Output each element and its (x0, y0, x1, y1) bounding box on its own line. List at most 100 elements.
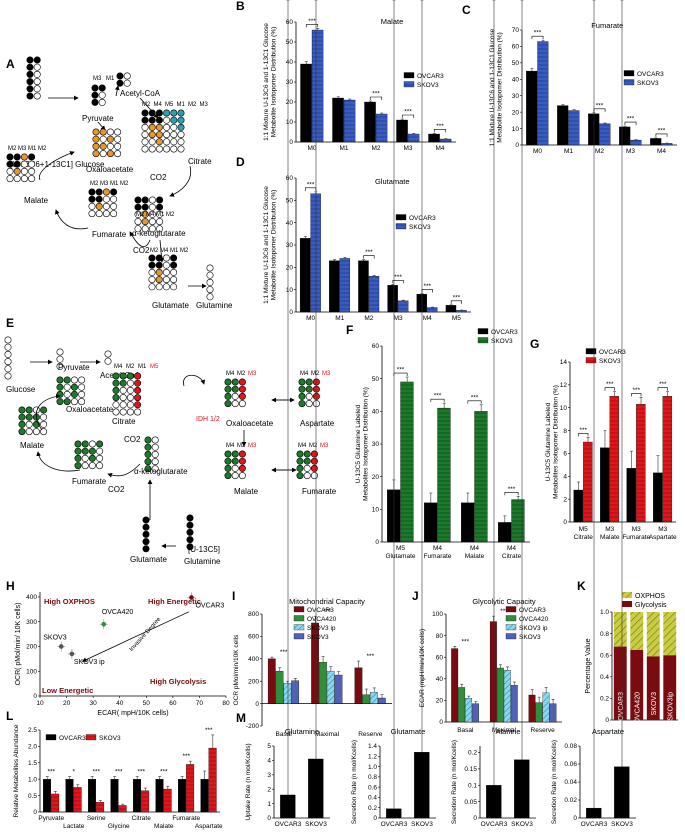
y-tick-label: 0 (289, 139, 293, 146)
x-tick-label: Aspartate (195, 823, 223, 830)
co2-label-e2: CO2 (108, 485, 125, 494)
carbon-atom (238, 464, 246, 472)
y-tick-label: 80 (436, 633, 444, 640)
bar (526, 70, 538, 146)
glutamate-iso-labels: M2 M4 M1 M2 (150, 248, 189, 254)
pyruvate-carbons (91, 84, 106, 106)
carbon-atom (26, 78, 34, 86)
carbon-atom (162, 268, 170, 276)
bar (311, 29, 324, 143)
fumarate2-label-e: Fumarate (302, 487, 337, 496)
y-axis-label: 1:1 Mixture U-13C6 and 1-13C1 Glucose (263, 186, 270, 304)
y-tick-label: 50 (372, 376, 380, 383)
bar (110, 779, 119, 813)
carbon-atom (119, 386, 127, 394)
carbon-atom (155, 283, 163, 291)
legend-label: OVCAR3 (417, 73, 444, 80)
y-tick-label: 0 (439, 719, 443, 726)
malate-carbons (6, 153, 36, 183)
fumarate-iso-labels: M2 M3 M1 M2 (90, 181, 129, 187)
bar (586, 807, 602, 819)
chart-k-percentage: 0 0.2 0.4 0.6 0.8 1.0 Percentage Value OVCAR3 OV… (585, 592, 678, 724)
significance-mark: * (72, 769, 75, 776)
isotopomer-label: M2 (309, 443, 318, 449)
akg-iso: M2 M4 M1 M2 (136, 212, 175, 218)
x-tick-label: Malate (154, 823, 174, 830)
carbon-atom (303, 457, 311, 465)
legend-label: SKOV3 (491, 338, 513, 345)
carbon-atom (119, 408, 127, 416)
y-tick-label: 30 (286, 242, 294, 249)
chart-title: Malate (381, 17, 404, 26)
carbon-atom (104, 350, 112, 358)
y-tick-label: 0 (289, 309, 293, 316)
significance-mark: *** (632, 387, 640, 394)
carbon-atom (56, 355, 64, 363)
x-tick-label: 50 (143, 700, 151, 707)
carbon-atom (99, 142, 107, 150)
carbon-atom (119, 379, 127, 387)
significance-mark: *** (372, 91, 380, 98)
carbon-atom (6, 167, 14, 175)
x-tick-label: M5 (396, 545, 405, 552)
aspartate-carbons-e (298, 378, 320, 408)
legend-swatch (293, 606, 305, 613)
chart-m-glutamate: 0 0.2 0.4 0.6 0.8 1.0 1.2 1.4 Secretion Rate (n … (351, 0, 436, 828)
malate-iso-labels: M2 M3 M1 M2 (8, 146, 47, 152)
x-tick-label: M3 (658, 526, 667, 533)
carbon-atom (148, 254, 156, 262)
significance-bracket (369, 96, 383, 100)
legend-label: SKOV3 (307, 634, 329, 641)
isotopomer-label: M4 (114, 364, 123, 370)
bar (510, 685, 518, 723)
arrow (54, 209, 89, 230)
bar (614, 766, 630, 819)
x-tick-label: M2 (371, 145, 380, 152)
y-tick-label: 0 (573, 815, 577, 822)
bar (514, 759, 530, 819)
significance-mark: *** (534, 30, 542, 37)
glutamate-carbons (148, 254, 178, 291)
isotopomer-label: M4 (300, 371, 309, 377)
carbon-atom (151, 436, 159, 444)
glutamine-label-e: Glutamine (184, 557, 221, 566)
bar (163, 788, 172, 813)
carbon-atom (206, 293, 214, 301)
y-tick-label: 0 (33, 809, 37, 816)
carbon-atom (126, 401, 134, 409)
carbon-atom (6, 160, 14, 168)
carbon-atom (296, 457, 304, 465)
legend-swatch (505, 615, 517, 622)
y-tick-label: 0.1 (468, 782, 477, 789)
isotopomer-label: M3 (200, 102, 209, 108)
carbon-atom (170, 268, 178, 276)
carbon-atom (224, 464, 232, 472)
carbon-atom (170, 131, 178, 139)
aspartate-iso-labels: M4 M2 M3 (300, 371, 331, 377)
carbon-atom (151, 443, 159, 451)
carbon-atom (25, 428, 33, 436)
y-tick-label: -200 (246, 723, 259, 730)
significance-mark: *** (658, 127, 666, 134)
y-tick-label: 60 (512, 44, 520, 51)
carbon-atom (155, 261, 163, 269)
bar (396, 119, 408, 143)
carbon-atom (163, 131, 171, 139)
y-tick-label: 0.4 (368, 795, 377, 802)
carbon-atom (126, 386, 134, 394)
carbon-atom (231, 464, 239, 472)
quadrant-label: High Glycolysis (150, 677, 206, 686)
carbon-atom (134, 218, 142, 226)
y-tick-label: 0.15 (464, 766, 477, 773)
panel-letter-g: G (530, 337, 539, 351)
legend-swatch (623, 70, 635, 77)
x-tick-label: M3 (605, 526, 614, 533)
carbon-atom (110, 195, 118, 203)
carbon-atom (156, 225, 164, 233)
y-tick-label: 20 (512, 109, 520, 116)
acetylcoa-label: Acetyl-CoA (120, 89, 161, 98)
y-tick-label: 1.2 (368, 753, 377, 760)
carbon-atom (123, 72, 131, 80)
bar (661, 143, 673, 146)
carbon-atom (96, 440, 104, 448)
